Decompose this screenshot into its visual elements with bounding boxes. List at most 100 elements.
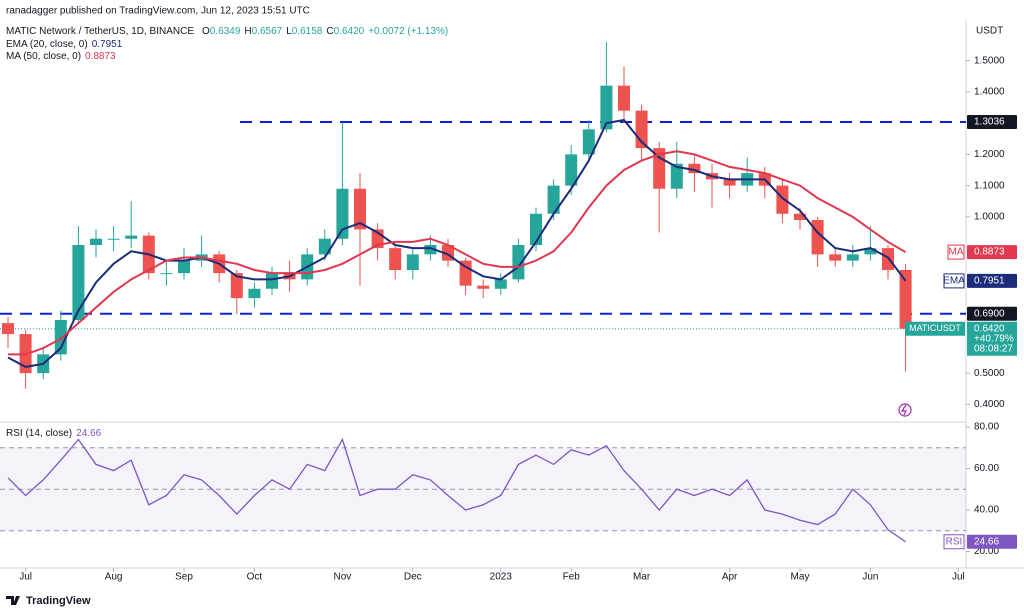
y-tick-label: 1.4000 xyxy=(974,87,1005,98)
x-tick-label: Jul xyxy=(19,572,32,583)
indicator-name: EMA (20, close, 0) xyxy=(6,39,88,50)
price-tag-label: 1.3036 xyxy=(974,117,1005,128)
x-tick-label: Jul xyxy=(952,572,965,583)
candle-body xyxy=(582,129,595,155)
y-tick-label: 60.00 xyxy=(974,463,999,474)
symbol: MATIC Network / TetherUS, 1D, BINANCE xyxy=(6,26,194,37)
candle-body xyxy=(248,288,261,299)
candle-body xyxy=(230,273,243,299)
candle-body xyxy=(2,323,14,335)
candle-body xyxy=(846,254,859,261)
indicator-value: 0.7951 xyxy=(92,39,123,50)
candle-body xyxy=(565,154,578,186)
rsi-name: RSI (14, close) xyxy=(6,428,72,439)
y-tick-label: 0.5000 xyxy=(974,368,1005,379)
symbol-legend: MATIC Network / TetherUS, 1D, BINANCE O0.… xyxy=(6,26,448,37)
candle-body xyxy=(125,235,138,239)
x-tick-label: Sep xyxy=(175,572,193,583)
ohlc-value: 0.6158 xyxy=(292,26,323,37)
y-tick-label: 40.00 xyxy=(974,505,999,516)
candle-body xyxy=(670,163,683,189)
price-tag-label: 24.66 xyxy=(974,536,999,547)
last-price-label: 0.6420 xyxy=(974,323,1005,334)
x-tick-label: Aug xyxy=(105,572,123,583)
candle-body xyxy=(776,185,789,214)
tag-name: EMA xyxy=(943,276,965,287)
price-tag xyxy=(967,306,1017,321)
change: +0.0072 (+1.13%) xyxy=(368,26,448,37)
y-tick-label: 1.0000 xyxy=(974,212,1005,223)
price-tag-label: 0.7951 xyxy=(974,276,1005,287)
logo xyxy=(6,596,20,605)
candle-body xyxy=(354,188,366,230)
candle-body xyxy=(107,238,120,240)
tag-name-box xyxy=(943,534,965,550)
candle-body xyxy=(477,285,490,289)
indicator-value: 0.8873 xyxy=(85,51,116,62)
x-tick-label: Oct xyxy=(247,572,263,583)
y-tick-label: 1.2000 xyxy=(974,149,1005,160)
indicator-line xyxy=(7,118,907,368)
x-tick-label: Nov xyxy=(334,572,352,583)
brand: TradingView xyxy=(26,595,91,607)
candle-body xyxy=(688,163,701,174)
candle-body xyxy=(829,254,842,261)
x-tick-label: 2023 xyxy=(490,572,513,583)
candle-body xyxy=(90,238,102,245)
candle-body xyxy=(318,238,331,255)
candle-body xyxy=(459,260,472,286)
last-price-countdown: 08:08:27 xyxy=(974,343,1013,354)
lightning-icon xyxy=(898,403,912,417)
indicator-name: MA (50, close, 0) xyxy=(6,51,81,62)
candle-body xyxy=(424,245,437,255)
candle-body xyxy=(178,260,190,274)
candle-body xyxy=(600,85,613,130)
y-tick-label: 0.4000 xyxy=(974,399,1005,410)
candle-body xyxy=(160,273,173,275)
candle-body xyxy=(618,85,630,111)
tag-name: RSI xyxy=(946,536,963,547)
x-tick-label: Mar xyxy=(633,572,651,583)
candle-body xyxy=(72,245,85,320)
ohlc-label: H xyxy=(244,26,251,37)
candle-body xyxy=(547,185,560,214)
y-tick-label: 1.1000 xyxy=(974,180,1005,191)
published-line: ranadagger published on TradingView.com,… xyxy=(6,6,310,17)
price-tag-label: 0.6900 xyxy=(974,308,1005,319)
y-tick-label: 20.00 xyxy=(974,546,999,557)
y-tick-label: 80.00 xyxy=(974,422,999,433)
x-tick-label: Feb xyxy=(563,572,581,583)
x-tick-label: Dec xyxy=(404,572,422,583)
price-tag xyxy=(967,245,1017,260)
ohlc-value: 0.6349 xyxy=(210,26,241,37)
ohlc-label: L xyxy=(286,26,292,37)
last-price-symbol: MATICUSDT xyxy=(909,323,961,333)
candle-body xyxy=(723,179,736,186)
x-tick-label: Apr xyxy=(722,572,738,583)
ohlc-label: C xyxy=(326,26,333,37)
x-tick-label: May xyxy=(791,572,810,583)
tag-name-box xyxy=(947,244,965,260)
candle-body xyxy=(54,320,67,355)
rsi-value: 24.66 xyxy=(76,428,101,439)
price-tag-label: 0.8873 xyxy=(974,247,1005,258)
tag-name: MA xyxy=(949,247,964,258)
candle-body xyxy=(512,245,525,280)
indicator-legend: MA (50, close, 0) 0.8873 xyxy=(6,51,116,62)
indicator-legend: EMA (20, close, 0) 0.7951 xyxy=(6,39,123,50)
candle-body xyxy=(266,273,278,289)
rsi-line xyxy=(7,437,906,543)
last-price-change: +40.79% xyxy=(974,333,1014,344)
candle-body xyxy=(494,279,507,289)
candle-body xyxy=(864,248,877,255)
x-tick-label: Jun xyxy=(862,572,878,583)
candle-body xyxy=(336,188,349,239)
ohlc-label: O xyxy=(202,26,210,37)
ohlc-value: 0.6567 xyxy=(252,26,283,37)
last-price-box xyxy=(967,321,1017,356)
price-tag xyxy=(967,115,1017,129)
indicator-line xyxy=(8,150,907,356)
y-tick-label: 1.5000 xyxy=(974,55,1005,66)
